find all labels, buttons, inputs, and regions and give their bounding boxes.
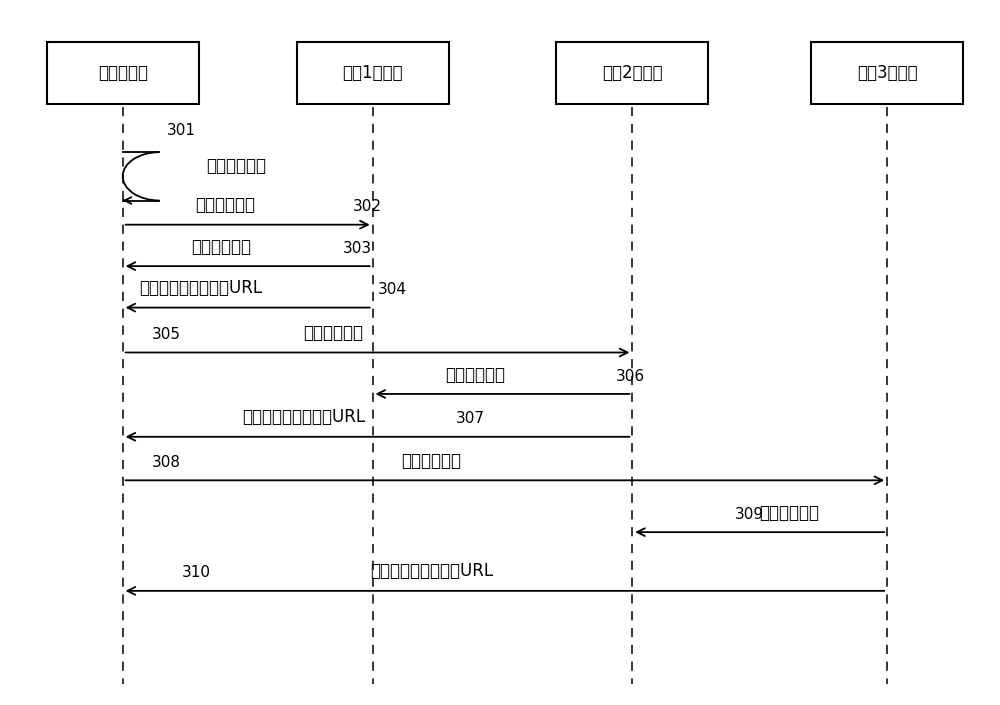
Text: 下发升级指令: 下发升级指令	[196, 196, 256, 214]
Text: 309: 309	[735, 507, 764, 522]
Text: 下发升级指令: 下发升级指令	[303, 324, 363, 342]
Text: 返回结果和本地文件URL: 返回结果和本地文件URL	[140, 279, 263, 298]
Text: 307: 307	[456, 412, 485, 427]
Text: 301: 301	[167, 123, 196, 138]
Text: 定义升级策略: 定义升级策略	[206, 157, 266, 175]
Text: 返回结果和本地文件URL: 返回结果和本地文件URL	[242, 408, 366, 427]
Text: 主机2的代理: 主机2的代理	[602, 63, 663, 82]
Text: 下发升级指令: 下发升级指令	[401, 452, 461, 470]
Text: 下载升级文件: 下载升级文件	[191, 238, 251, 256]
Text: 主机1的代理: 主机1的代理	[342, 63, 403, 82]
Text: 返回结果和本地文件URL: 返回结果和本地文件URL	[370, 563, 493, 580]
Text: 305: 305	[152, 327, 181, 342]
Bar	[556, 42, 708, 104]
Text: 下载升级文件: 下载升级文件	[759, 504, 819, 522]
Bar	[47, 42, 199, 104]
Text: 303: 303	[343, 241, 372, 256]
Text: 管理服务器: 管理服务器	[98, 63, 148, 82]
Text: 主机3的代理: 主机3的代理	[857, 63, 917, 82]
Text: 308: 308	[152, 455, 181, 470]
Text: 304: 304	[378, 282, 406, 298]
Text: 306: 306	[616, 369, 645, 384]
Text: 310: 310	[182, 565, 210, 580]
Bar	[811, 42, 963, 104]
Bar	[297, 42, 449, 104]
Text: 下载升级文件: 下载升级文件	[446, 366, 506, 384]
Text: 302: 302	[353, 200, 382, 214]
